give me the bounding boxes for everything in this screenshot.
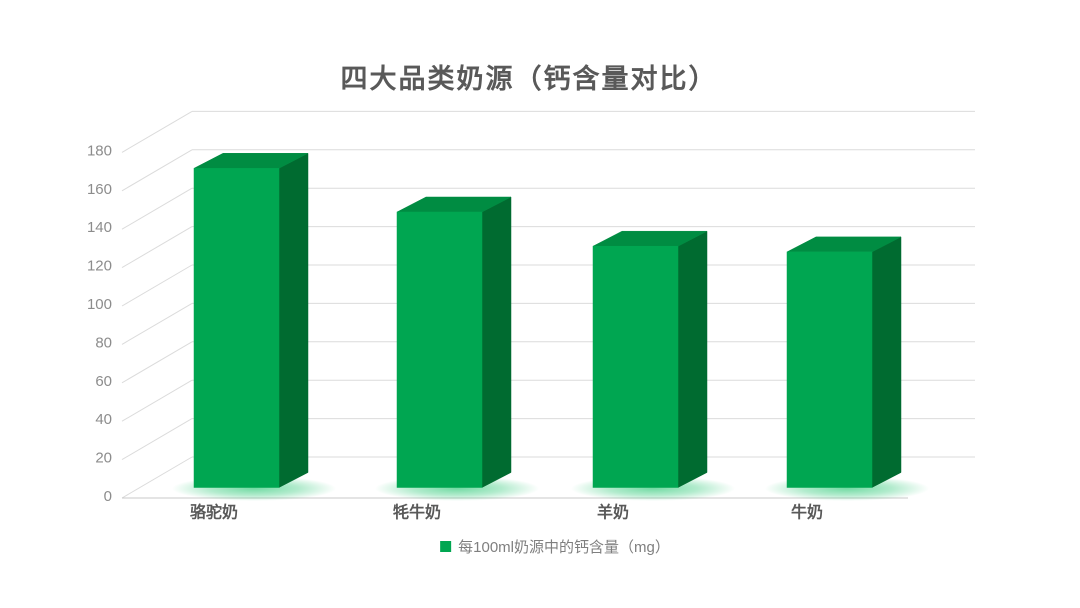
gridline-diagonal [121,302,193,345]
bar-front-face-3 [786,251,873,488]
gridline-diagonal [121,379,193,422]
gridline-diagonal [121,226,193,269]
y-axis-tick-label: 180 [87,142,112,159]
y-axis-tick-label: 80 [95,334,112,351]
legend-marker-icon [440,541,452,552]
chart-title: 四大品类奶源（钙含量对比） [340,64,718,94]
y-axis-tick-label: 0 [104,488,112,505]
gridline-diagonal [121,110,193,153]
legend-label: 每100ml奶源中的钙含量（mg） [458,539,670,556]
gridline-diagonal [121,341,193,384]
gridline-diagonal [121,418,193,461]
bar-side-face-3 [871,236,902,488]
y-axis-tick-label: 60 [95,373,112,390]
bar-front-face-0 [193,168,280,488]
gridline-diagonal [121,264,193,307]
x-axis-category-label: 牦牛奶 [393,503,441,522]
bar-front-face-1 [396,211,483,488]
y-axis-tick-label: 160 [87,181,112,198]
bar-side-face-2 [677,230,708,488]
y-axis-tick-label: 100 [87,296,112,313]
y-axis-tick-label: 140 [87,219,112,236]
y-axis-tick-label: 20 [95,450,112,467]
y-axis-tick-label: 120 [87,258,112,275]
x-axis-category-label: 牛奶 [791,503,823,522]
bar-side-face-1 [481,196,512,488]
bar-front-face-2 [592,245,679,488]
x-axis-category-label: 羊奶 [597,503,629,522]
gridline-diagonal [121,456,193,499]
legend: 每100ml奶源中的钙含量（mg） [440,536,670,557]
x-axis-category-label: 骆驼奶 [190,503,238,522]
y-axis-tick-label: 40 [95,411,112,428]
gridline-diagonal [121,187,193,230]
gridline-diagonal [121,149,193,192]
bar-side-face-0 [278,152,309,488]
